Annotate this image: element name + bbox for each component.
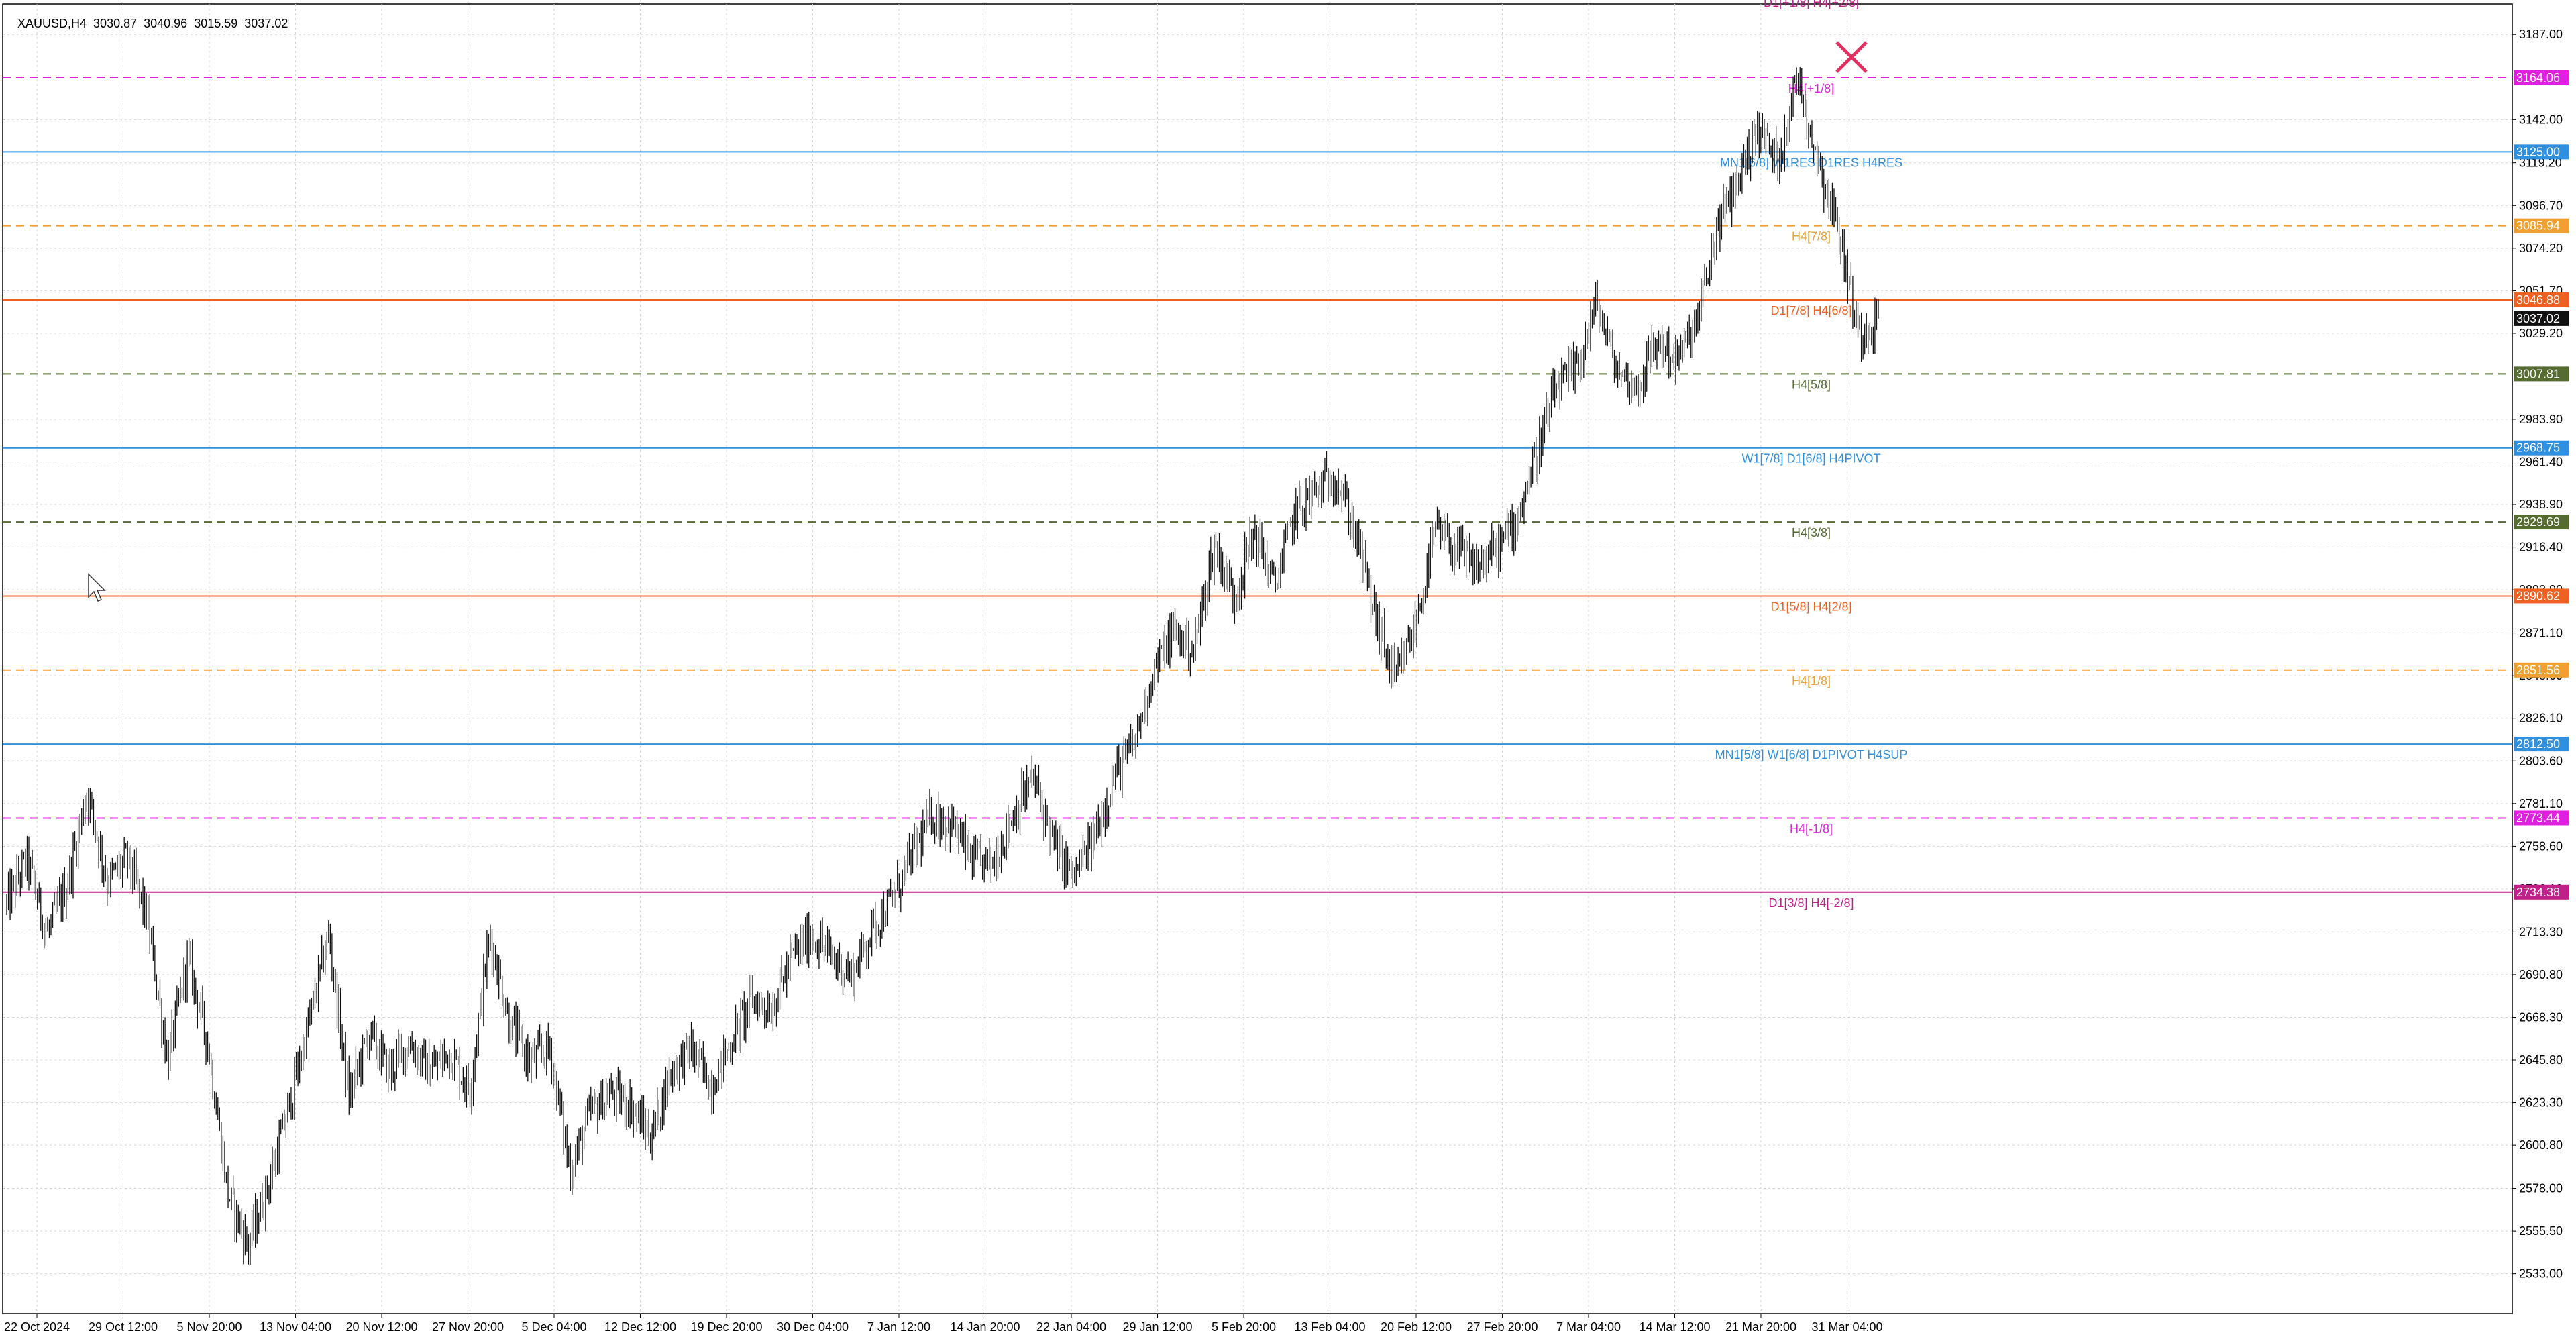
- level-price-text: 3125.00: [2516, 145, 2560, 158]
- level-price-text: 3085.94: [2516, 219, 2560, 233]
- mouse-cursor-icon: [88, 573, 106, 602]
- x-tick-label: 29 Oct 12:00: [89, 1320, 158, 1334]
- x-tick-label: 19 Dec 20:00: [690, 1320, 762, 1334]
- y-tick-label: 3096.70: [2519, 199, 2563, 212]
- level-price-text: 3046.88: [2516, 293, 2560, 307]
- level-label: H4[-1/8]: [1790, 822, 1833, 835]
- chart-frame: [2, 3, 2513, 1314]
- y-tick-label: 3029.20: [2519, 327, 2563, 340]
- low-value: 3015.59: [194, 17, 238, 30]
- current-price-text: 3037.02: [2516, 312, 2560, 325]
- y-tick-label: 2623.30: [2519, 1096, 2563, 1110]
- x-tick-label: 5 Dec 04:00: [521, 1320, 586, 1334]
- level-price-text: 2851.56: [2516, 663, 2560, 677]
- x-tick-label: 7 Mar 04:00: [1556, 1320, 1621, 1334]
- y-tick-label: 2871.10: [2519, 627, 2563, 640]
- y-tick-label: 2938.90: [2519, 498, 2563, 511]
- level-price-text: 2968.75: [2516, 441, 2560, 455]
- level-label: MN1[5/8] W1[6/8] D1PIVOT H4SUP: [1715, 748, 1908, 761]
- x-tick-label: 20 Nov 12:00: [345, 1320, 417, 1334]
- x-tick-label: 5 Nov 20:00: [176, 1320, 241, 1334]
- level-label: D1[3/8] H4[-2/8]: [1768, 896, 1854, 910]
- level-price-tag: [2514, 70, 2569, 86]
- level-price-tag: [2514, 588, 2569, 604]
- x-tick-label: 22 Jan 04:00: [1036, 1320, 1106, 1334]
- y-tick-label: 2781.10: [2519, 797, 2563, 810]
- high-marker-x: [1835, 41, 1868, 73]
- close-value: 3037.02: [244, 17, 288, 30]
- ohlc-readout: XAUUSD,H4 3030.87 3040.96 3015.59 3037.02: [4, 3, 294, 45]
- y-tick-label: 2803.60: [2519, 754, 2563, 767]
- level-label: D1[7/8] H4[6/8]: [1770, 304, 1851, 317]
- level-price-text: 3164.06: [2516, 71, 2560, 85]
- level-price-tag: [2514, 440, 2569, 456]
- x-tick-label: 20 Feb 12:00: [1381, 1320, 1452, 1334]
- y-tick-label: 2690.80: [2519, 968, 2563, 981]
- level-label: H4[3/8]: [1792, 526, 1831, 539]
- x-tick-label: 14 Mar 12:00: [1639, 1320, 1710, 1334]
- x-tick-label: 29 Jan 12:00: [1122, 1320, 1192, 1334]
- x-tick-label: 7 Jan 12:00: [867, 1320, 930, 1334]
- candles-group: [6, 67, 1879, 1265]
- x-tick-label: 12 Dec 12:00: [604, 1320, 676, 1334]
- level-price-tag: [2514, 144, 2569, 160]
- x-tick-label: 27 Feb 20:00: [1466, 1320, 1538, 1334]
- x-tick-label: 31 Mar 04:00: [1811, 1320, 1882, 1334]
- level-label: H4[7/8]: [1792, 230, 1831, 244]
- level-price-text: 2812.50: [2516, 737, 2560, 751]
- y-tick-label: 3074.20: [2519, 242, 2563, 255]
- level-label: W1[7/8] D1[6/8] H4PIVOT: [1741, 452, 1880, 466]
- y-tick-label: 2668.30: [2519, 1010, 2563, 1024]
- level-price-text: 2929.69: [2516, 515, 2560, 529]
- y-tick-label: 2961.40: [2519, 455, 2563, 468]
- level-price-tag: [2514, 662, 2569, 678]
- x-tick-label: 30 Dec 04:00: [777, 1320, 849, 1334]
- level-label: H4[1/8]: [1792, 674, 1831, 688]
- y-tick-label: 2578.00: [2519, 1182, 2563, 1195]
- y-tick-label: 3187.00: [2519, 28, 2563, 41]
- y-tick-label: 2645.80: [2519, 1053, 2563, 1067]
- level-price-tag: [2514, 218, 2569, 233]
- level-price-tag: [2514, 884, 2569, 900]
- y-tick-label: 2826.10: [2519, 712, 2563, 725]
- level-price-text: 2773.44: [2516, 811, 2560, 824]
- high-value: 3040.96: [144, 17, 188, 30]
- level-label: H4[+1/8]: [1788, 82, 1835, 95]
- symbol-label: XAUUSD,H4: [17, 17, 87, 30]
- level-label: H4[5/8]: [1792, 378, 1831, 391]
- y-tick-label: 2916.40: [2519, 541, 2563, 554]
- current-price-tag: [2514, 311, 2569, 326]
- level-price-tag: [2514, 737, 2569, 752]
- level-price-text: 2734.38: [2516, 886, 2560, 899]
- x-tick-label: 13 Feb 04:00: [1294, 1320, 1365, 1334]
- open-value: 3030.87: [93, 17, 138, 30]
- y-tick-label: 2533.00: [2519, 1267, 2563, 1281]
- x-tick-label: 5 Feb 20:00: [1212, 1320, 1276, 1334]
- y-tick-label: 2600.80: [2519, 1138, 2563, 1152]
- x-tick-label: 22 Oct 2024: [4, 1320, 70, 1334]
- x-tick-label: 14 Jan 20:00: [950, 1320, 1020, 1334]
- level-price-tag: [2514, 810, 2569, 826]
- level-label: D1[5/8] H4[2/8]: [1770, 600, 1851, 613]
- x-tick-label: 21 Mar 20:00: [1725, 1320, 1796, 1334]
- y-tick-label: 3119.20: [2519, 156, 2562, 170]
- y-tick-label: 2983.90: [2519, 413, 2563, 426]
- level-price-tag: [2514, 292, 2569, 308]
- y-tick-label: 3142.00: [2519, 113, 2563, 126]
- level-label: MN1[6/8] W1RES D1RES H4RES: [1720, 156, 1902, 169]
- x-tick-label: 27 Nov 20:00: [432, 1320, 504, 1334]
- level-price-tag: [2514, 515, 2569, 530]
- y-tick-label: 2555.50: [2519, 1224, 2563, 1238]
- top-partial-level-label: D1[+1/8] H4[+2/8]: [1764, 0, 1859, 9]
- x-tick-label: 13 Nov 04:00: [260, 1320, 331, 1334]
- y-tick-label: 2713.30: [2519, 925, 2563, 939]
- level-price-tag: [2514, 366, 2569, 382]
- y-tick-label: 2758.60: [2519, 839, 2563, 853]
- level-price-text: 3007.81: [2516, 367, 2560, 380]
- level-price-text: 2890.62: [2516, 589, 2560, 602]
